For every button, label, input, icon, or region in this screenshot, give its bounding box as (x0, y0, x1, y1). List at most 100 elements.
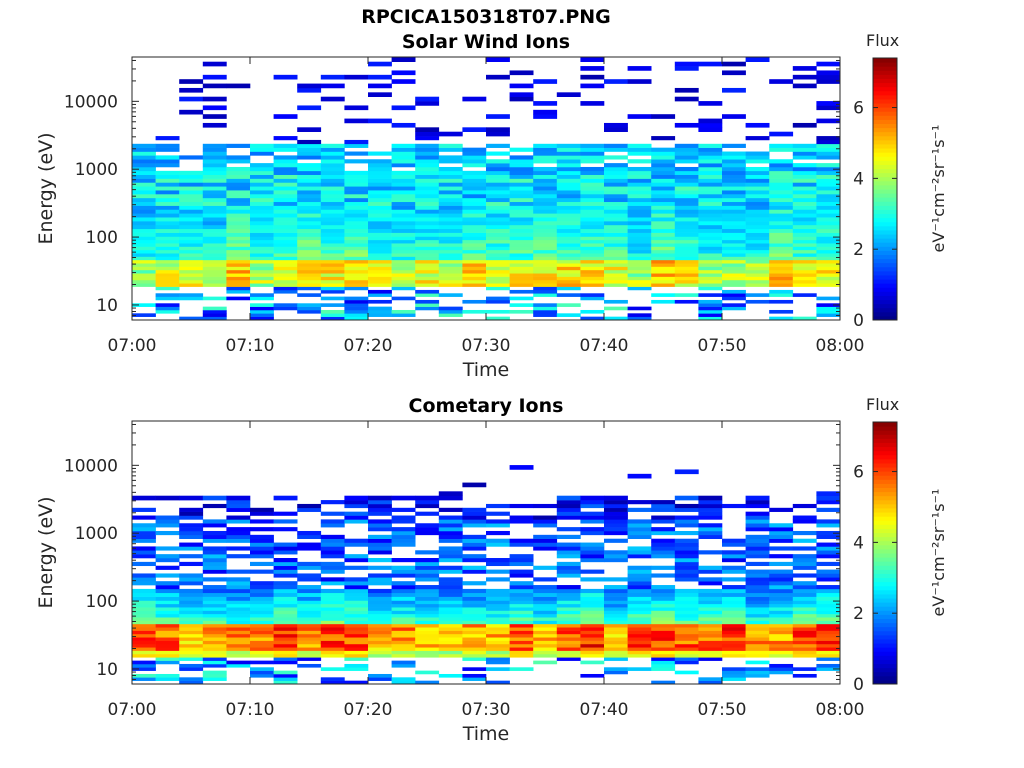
heatmap-cell (486, 627, 510, 631)
heatmap-cell (674, 178, 699, 183)
heatmap-cell (722, 201, 746, 206)
heatmap-cell (651, 515, 676, 520)
heatmap-cell (320, 263, 345, 267)
heatmap-cell (816, 585, 841, 590)
heatmap-cell (674, 232, 699, 237)
heatmap-cell (250, 313, 274, 317)
heatmap-cell (816, 596, 841, 601)
heatmap-cell (722, 197, 746, 203)
heatmap-cell (533, 637, 558, 641)
heatmap-cell (651, 205, 676, 210)
heatmap-cell (462, 178, 487, 183)
heatmap-cell (698, 246, 723, 251)
heatmap-cell (438, 186, 463, 191)
heatmap-cell (533, 201, 558, 206)
heatmap-cell (486, 166, 510, 172)
heatmap-cell (320, 620, 345, 625)
heatmap-cell (438, 673, 463, 678)
heatmap-cell (226, 633, 251, 638)
heatmap-cell (179, 511, 204, 516)
heatmap-cell (250, 239, 274, 244)
heatmap-cell (226, 577, 251, 582)
heatmap-cell (250, 197, 274, 203)
heatmap-cell (391, 309, 416, 314)
heatmap-cell (226, 232, 251, 237)
heatmap-cell (486, 316, 510, 321)
heatmap-cell (297, 643, 322, 648)
heatmap-cell (556, 213, 581, 218)
heatmap-cell (627, 617, 652, 621)
heatmap-cell (816, 190, 841, 195)
heatmap-cell (627, 263, 652, 267)
heatmap-cell (604, 617, 628, 621)
x-tick-label: 08:00 (816, 336, 865, 356)
heatmap-cell (415, 610, 440, 615)
heatmap-cell (273, 136, 298, 141)
heatmap-cell (792, 155, 817, 160)
heatmap-cell (297, 239, 322, 244)
heatmap-cell (816, 224, 841, 230)
heatmap-cell (698, 565, 723, 570)
heatmap-cell (344, 174, 369, 179)
heatmap-cell (698, 101, 723, 106)
heatmap-cell (745, 643, 770, 648)
colorbar-segment (873, 213, 897, 219)
heatmap-cell (155, 197, 180, 203)
heatmap-cell (604, 503, 628, 509)
heatmap-cell (792, 610, 817, 615)
heatmap-cell (438, 249, 463, 254)
heatmap-cell (132, 163, 156, 168)
heatmap-cell (509, 276, 534, 281)
heatmap-cell (556, 637, 581, 641)
heatmap-cell (722, 673, 746, 678)
heatmap-cell (132, 182, 156, 187)
heatmap-cell (486, 246, 510, 251)
heatmap-cell (533, 515, 558, 520)
heatmap-cell (651, 159, 676, 164)
heatmap-cell (627, 174, 652, 179)
heatmap-cell (462, 96, 487, 102)
heatmap-cell (415, 266, 440, 271)
heatmap-cell (509, 194, 534, 199)
heatmap-cell (320, 289, 345, 294)
heatmap-cell (627, 500, 652, 505)
heatmap-cell (651, 166, 676, 172)
heatmap-cell (297, 534, 322, 539)
heatmap-cell (627, 228, 652, 233)
heatmap-cell (792, 266, 817, 271)
heatmap-cell (745, 588, 770, 594)
heatmap-cell (745, 617, 770, 621)
heatmap-cell (509, 259, 534, 264)
heatmap-cell (320, 224, 345, 230)
heatmap-cell (391, 253, 416, 257)
colorbar-segment (873, 626, 897, 632)
heatmap-cell (320, 643, 345, 648)
heatmap-cell (320, 273, 345, 277)
heatmap-cell (509, 503, 534, 509)
heatmap-cell (486, 680, 510, 685)
heatmap-cell (250, 617, 274, 621)
heatmap-cell (486, 256, 510, 261)
x-tick-label: 07:50 (698, 336, 747, 356)
heatmap-cell (320, 232, 345, 237)
heatmap-cell (556, 546, 581, 551)
heatmap-cell (792, 228, 817, 233)
heatmap-cell (297, 246, 322, 251)
heatmap-cell (698, 166, 723, 172)
heatmap-cell (344, 273, 369, 277)
heatmap-cell (155, 178, 180, 183)
heatmap-cell (368, 236, 392, 241)
heatmap-cell (486, 194, 510, 199)
heatmap-cell (486, 174, 510, 179)
colorbar-segment (873, 454, 897, 460)
colorbar-tick-label: 0 (853, 675, 864, 695)
heatmap-cell (320, 550, 345, 555)
heatmap-cell (320, 151, 345, 156)
heatmap-cell (816, 630, 841, 635)
heatmap-cell (132, 166, 156, 172)
heatmap-cell (462, 155, 487, 160)
heatmap-cell (604, 585, 628, 590)
heatmap-cell (462, 511, 487, 516)
heatmap-cell (698, 596, 723, 601)
heatmap-cell (368, 603, 392, 608)
